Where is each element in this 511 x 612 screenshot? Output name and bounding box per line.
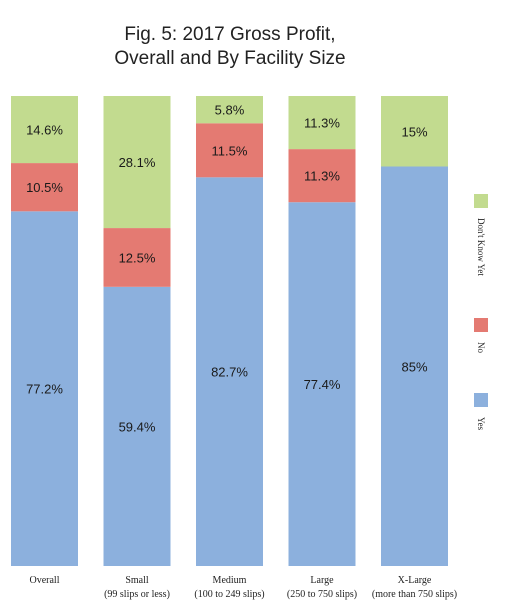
category-label-x-large: X-Large — [398, 575, 432, 586]
bar-overall-don-t-know-yet — [11, 96, 78, 164]
data-label-large-no: 11.3% — [304, 169, 340, 184]
data-label-large-don-t-know-yet: 11.3% — [304, 116, 340, 131]
bar-large-yes — [288, 202, 356, 566]
category-sublabel-large: (250 to 750 slips) — [287, 589, 357, 600]
data-label-medium-don-t-know-yet: 5.8% — [215, 103, 245, 118]
data-label-overall-no: 10.5% — [26, 180, 63, 195]
legend-swatch-no — [474, 318, 488, 332]
bar-small-don-t-know-yet — [103, 96, 171, 229]
category-label-large: Large — [310, 575, 334, 586]
data-label-small-yes: 59.4% — [119, 419, 156, 434]
data-label-medium-no: 11.5% — [212, 143, 248, 158]
category-sublabel-x-large: (more than 750 slips) — [372, 589, 457, 600]
chart-title-line-2: Overall and By Facility Size — [114, 48, 345, 69]
legend-label-yes: Yes — [476, 417, 486, 431]
data-label-x-large-don-t-know-yet: 15% — [401, 124, 427, 139]
bar-overall-no — [11, 163, 78, 212]
bar-small-no — [103, 228, 171, 287]
category-labels: Overall Small (99 slips or less) Medium (100… — [30, 575, 458, 600]
data-label-large-yes: 77.4% — [304, 377, 341, 392]
bar-overall-yes — [11, 211, 78, 566]
legend-swatch-yes — [474, 393, 488, 407]
category-label-small: Small — [125, 575, 149, 586]
data-label-medium-yes: 82.7% — [211, 365, 248, 380]
bar-medium-no — [196, 123, 263, 178]
bar-x-large-yes — [381, 166, 448, 566]
data-label-overall-don-t-know-yet: 14.6% — [26, 123, 63, 138]
legend-label-no: No — [476, 342, 486, 353]
data-label-x-large-yes: 85% — [401, 359, 427, 374]
bar-medium-don-t-know-yet — [196, 96, 263, 124]
bar-large-don-t-know-yet — [288, 96, 356, 150]
category-label-overall: Overall — [30, 575, 60, 586]
data-label-small-don-t-know-yet: 28.1% — [119, 155, 156, 170]
bar-small-yes — [103, 286, 171, 566]
bar-medium-yes — [196, 177, 263, 566]
category-sublabel-small: (99 slips or less) — [104, 589, 170, 600]
category-label-medium: Medium — [213, 575, 247, 586]
legend: Don't Know Yet No Yes — [474, 194, 488, 431]
legend-swatch-don-t-know-yet — [474, 194, 488, 208]
data-label-overall-yes: 77.2% — [26, 382, 63, 397]
data-label-small-no: 12.5% — [119, 250, 156, 265]
legend-label-don-t-know-yet: Don't Know Yet — [476, 218, 486, 276]
bar-x-large-don-t-know-yet — [381, 96, 448, 167]
bar-large-no — [288, 149, 356, 203]
chart-title-line-1: Fig. 5: 2017 Gross Profit, — [124, 24, 335, 45]
bar-area: 77.2% 10.5% 14.6% 59.4% 12.5% 28.1% 82.7% 11.5%… — [11, 96, 448, 566]
category-sublabel-medium: (100 to 249 slips) — [194, 589, 264, 600]
